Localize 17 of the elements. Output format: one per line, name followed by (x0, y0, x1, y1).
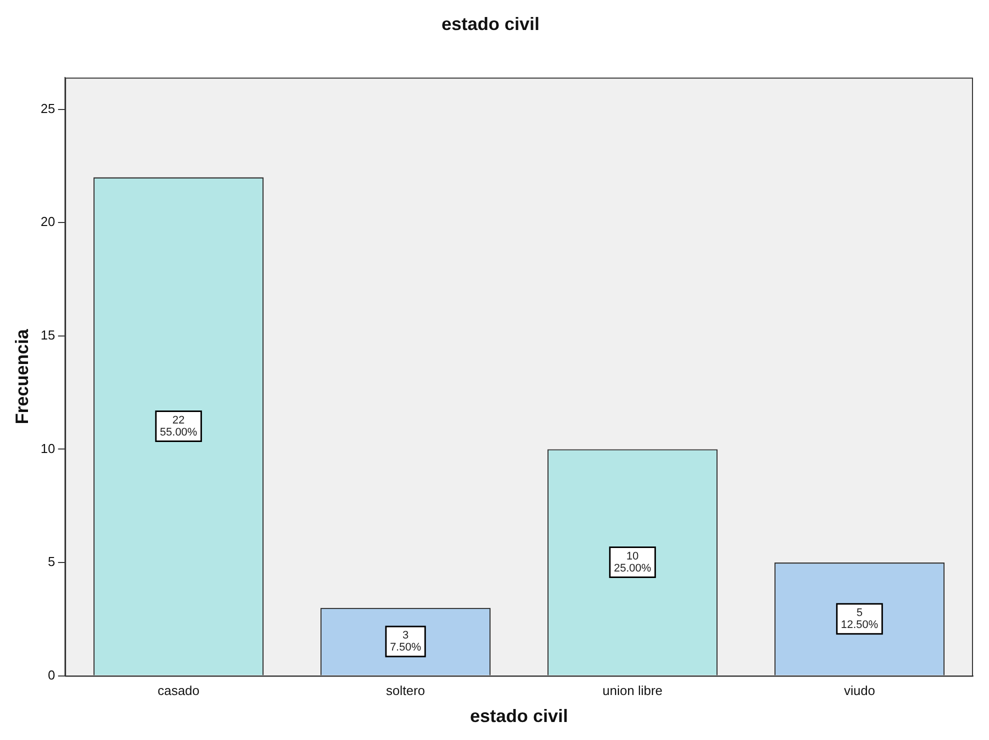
y-tick-label: 25 (40, 100, 56, 116)
x-tick-label: casado (158, 683, 200, 698)
data-label: 22 55.00% (160, 414, 198, 438)
x-tick-label: soltero (386, 683, 426, 698)
x-axis-title: estado civil (470, 706, 568, 726)
data-label: 10 25.00% (614, 550, 652, 574)
data-label: 3 7.50% (390, 630, 422, 654)
y-tick-label: 10 (40, 440, 56, 456)
chart-title: estado civil (441, 14, 540, 34)
x-tick-label: viudo (844, 683, 876, 698)
data-label: 5 12.50% (840, 606, 878, 631)
y-tick-label: 15 (40, 327, 56, 342)
y-axis-title: Frecuencia (12, 328, 32, 424)
y-tick-label: 20 (40, 214, 56, 230)
y-tick-label: 5 (48, 554, 56, 570)
x-tick-label: union libre (602, 683, 663, 698)
y-tick-label: 0 (48, 667, 56, 682)
